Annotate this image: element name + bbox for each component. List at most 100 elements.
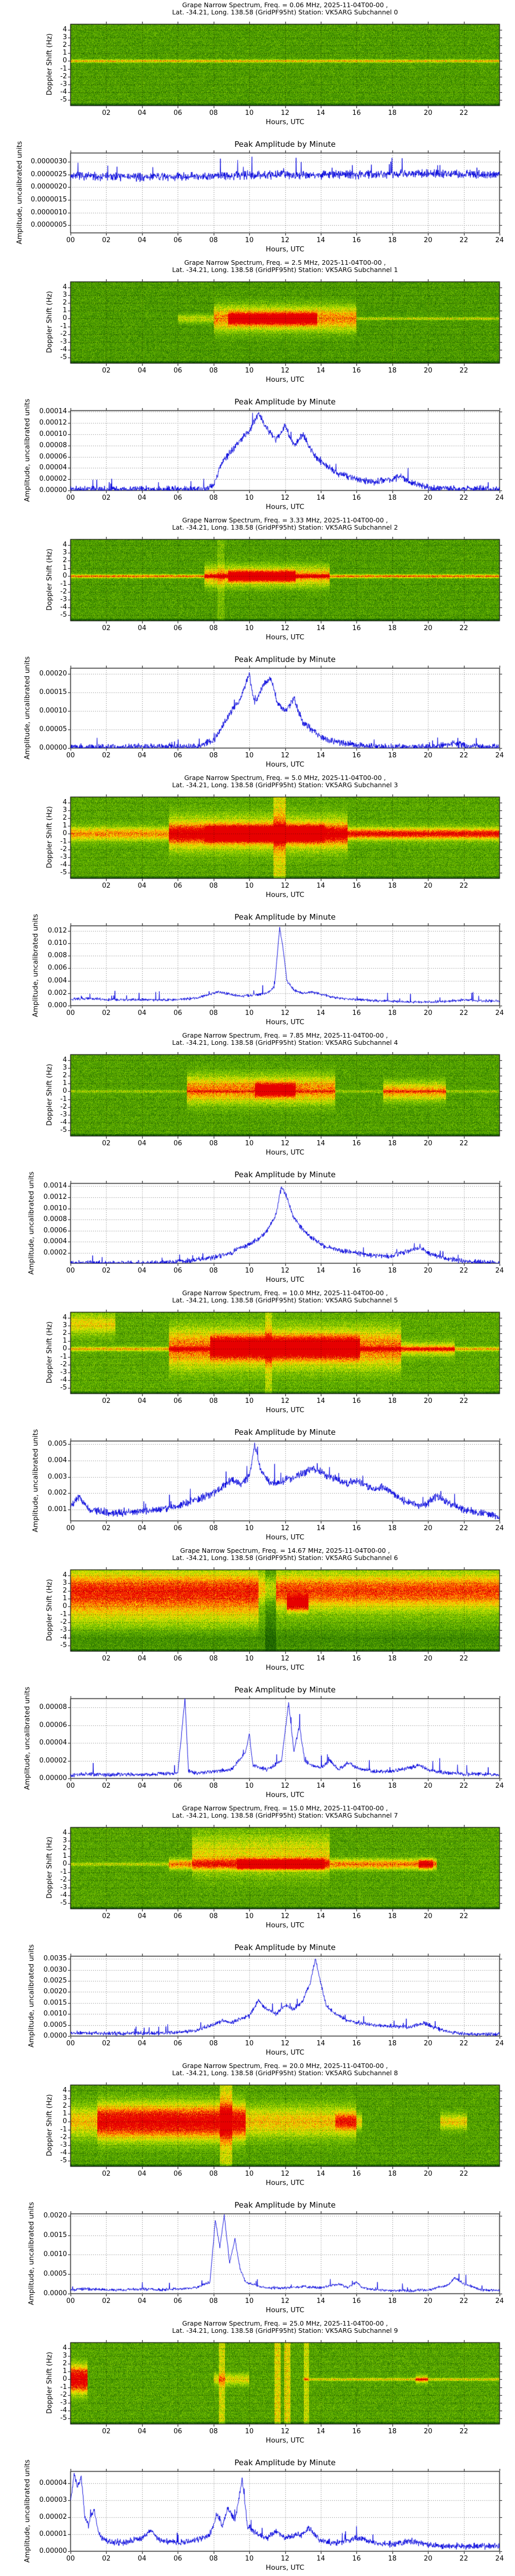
spec-xtick-label: 12: [281, 1655, 289, 1663]
spec-xtick-label: 04: [138, 882, 147, 890]
amp-xtick-label: 18: [388, 1782, 397, 1790]
spec-ytick-label: -4: [60, 2406, 67, 2415]
amp-xtick-label: 16: [352, 494, 361, 502]
amp-ytick-label: 0.0020: [43, 2211, 67, 2219]
spec-ytick-label: -4: [60, 603, 67, 612]
spec-xtick-label: 04: [138, 109, 147, 117]
spec-xtick-label: 22: [459, 1912, 468, 1920]
amp-xtick-label: 12: [281, 1524, 289, 1532]
spec-xtick-label: 18: [388, 1912, 397, 1920]
amp-ytick-label: 0.0000005: [30, 221, 67, 229]
amp-xtick-label: 08: [209, 1524, 218, 1532]
spectrogram-title-line1: Grape Narrow Spectrum, Freq. = 0.06 MHz,…: [182, 1, 388, 9]
spec-ytick-label: 4: [62, 283, 67, 291]
amp-xtick-label: 08: [209, 2040, 218, 2047]
spec-xtick-label: 06: [173, 109, 182, 117]
spec-ytick-label: 4: [62, 1828, 67, 1837]
spec-xtick-label: 18: [388, 2170, 397, 2178]
amp-xtick-label: 20: [423, 2040, 433, 2047]
spec-ytick-label: -4: [60, 1634, 67, 1642]
spec-xtick-label: 12: [281, 1397, 289, 1405]
spec-ytick-label: 1: [62, 1595, 67, 1603]
amplitude-chart-title: Peak Amplitude by Minute: [234, 912, 336, 922]
spec-ytick-label: 4: [62, 1571, 67, 1579]
amplitude-line-chart: [68, 2211, 502, 2296]
amplitude-line-chart: [68, 1696, 502, 1781]
amplitude-chart-title: Peak Amplitude by Minute: [234, 1943, 336, 1952]
spec-xtick-label: 14: [316, 367, 325, 375]
amp-xtick-label: 04: [138, 1524, 147, 1532]
amp-ytick-label: 0.00015: [39, 688, 67, 696]
amplitude-chart-title: Peak Amplitude by Minute: [234, 1685, 336, 1694]
spec-ytick-label: -5: [60, 1384, 67, 1392]
amp-xtick-label: 02: [102, 1009, 111, 1017]
spec-xtick-label: 16: [352, 1140, 361, 1147]
amp-xtick-label: 14: [316, 1009, 325, 1017]
amp-xtick-label: 08: [209, 236, 218, 244]
spec-ytick-label: 3: [62, 33, 67, 41]
amp-xtick-label: 02: [102, 1782, 111, 1790]
amp-xaxis-label: Hours, UTC: [266, 2048, 304, 2057]
amp-xtick-label: 16: [352, 1009, 361, 1017]
amplitude-line-chart: [68, 408, 502, 493]
amp-ytick-label: 0.0000: [43, 2032, 67, 2040]
spec-ytick-label: -2: [60, 72, 67, 80]
spec-xtick-label: 04: [138, 2428, 147, 2435]
amp-ytick-label: 0.00000: [39, 486, 67, 494]
spec-ytick-label: 0: [62, 1602, 67, 1611]
spec-xtick-label: 12: [281, 2428, 289, 2435]
amp-xtick-label: 22: [459, 1009, 468, 1017]
spectrogram-heatmap: [68, 22, 502, 108]
spec-ytick-label: 2: [62, 556, 67, 565]
spec-ytick-label: 3: [62, 1579, 67, 1587]
amp-xtick-label: 24: [495, 1009, 504, 1017]
amp-xtick-label: 00: [66, 1267, 75, 1275]
amp-xtick-label: 18: [388, 236, 397, 244]
spec-ytick-label: -1: [60, 64, 67, 73]
spectrogram-title-line2: Lat. -34.21, Long. 138.58 (GridPF95ht) S…: [172, 781, 398, 789]
amp-ytick-label: 0.0014: [43, 1182, 67, 1190]
amp-xtick-label: 10: [245, 1009, 254, 1017]
amp-ytick-label: 0.004: [47, 976, 67, 985]
amplitude-line-chart: [68, 1181, 502, 1266]
amplitude-chart-title: Peak Amplitude by Minute: [234, 2458, 336, 2467]
amplitude-line-chart: [68, 1438, 502, 1523]
spec-xtick-label: 08: [209, 1140, 218, 1147]
spec-ytick-label: -4: [60, 88, 67, 96]
amp-xtick-label: 02: [102, 1524, 111, 1532]
spectrogram-heatmap: [68, 537, 502, 623]
amp-xtick-label: 24: [495, 2297, 504, 2305]
spec-xtick-label: 10: [245, 624, 254, 632]
amplitude-line-chart: [68, 150, 502, 235]
spec-ytick-label: 3: [62, 2351, 67, 2360]
spec-ytick-label: -1: [60, 1352, 67, 1361]
amp-xtick-label: 24: [495, 494, 504, 502]
amp-ytick-label: 0.0008: [43, 1215, 67, 1224]
amp-xtick-label: 16: [352, 1782, 361, 1790]
amp-xtick-label: 18: [388, 752, 397, 759]
spec-ytick-label: 3: [62, 1836, 67, 1844]
spec-ytick-label: -4: [60, 861, 67, 869]
spec-xtick-label: 04: [138, 1397, 147, 1405]
amp-ytick-label: 0.00020: [39, 669, 67, 677]
amp-ytick-label: 0.0030: [43, 1965, 67, 1974]
subchannel-0-section: Grape Narrow Spectrum, Freq. = 0.06 MHz,…: [0, 0, 515, 258]
spec-xtick-label: 14: [316, 1397, 325, 1405]
spec-ytick-label: -3: [60, 2141, 67, 2149]
amp-ytick-label: 0.0000020: [30, 183, 67, 191]
amp-xtick-label: 02: [102, 494, 111, 502]
amp-xaxis-label: Hours, UTC: [266, 1018, 304, 1026]
spec-xtick-label: 22: [459, 624, 468, 632]
spec-ytick-label: 4: [62, 1313, 67, 1321]
amp-xtick-label: 04: [138, 2297, 147, 2305]
spec-ytick-label: -3: [60, 2398, 67, 2406]
amp-ytick-label: 0.00004: [39, 2479, 67, 2487]
spec-xtick-label: 14: [316, 2428, 325, 2435]
spec-xtick-label: 02: [102, 2170, 111, 2178]
amp-xaxis-label: Hours, UTC: [266, 2564, 304, 2572]
amp-xtick-label: 20: [423, 1782, 433, 1790]
amplitude-line-chart: [68, 923, 502, 1008]
amp-ytick-label: 0.00008: [39, 441, 67, 449]
amp-xtick-label: 08: [209, 494, 218, 502]
amplitude-chart-title: Peak Amplitude by Minute: [234, 2200, 336, 2210]
